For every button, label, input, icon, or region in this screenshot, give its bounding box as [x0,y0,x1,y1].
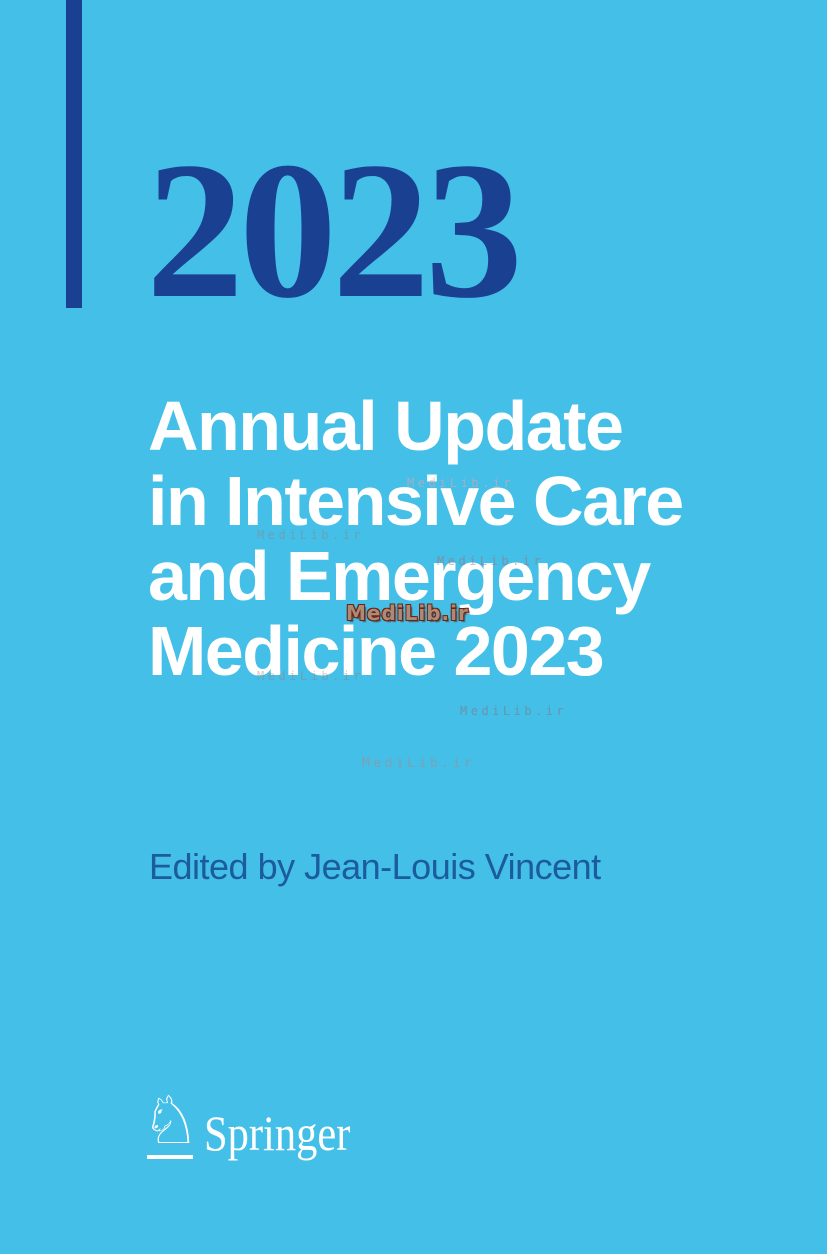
book-title: Annual Update in Intensive Care and Emer… [148,387,684,690]
watermark-text: MediLib.ir [437,554,545,568]
title-line-1: Annual Update [148,387,624,465]
watermark-text: MediLib.ir [362,756,476,771]
watermark-text: MediLib.ir [257,528,365,542]
watermark-text: MediLib.ir [346,601,469,625]
watermark-text: MediLib.ir [257,669,365,683]
title-line-2: in Intensive Care [148,462,684,540]
title-line-4: Medicine 2023 [148,612,605,690]
publisher-name: Springer [204,1105,351,1161]
watermark-text: MediLib.ir [460,704,568,718]
edited-by-text: Edited by Jean-Louis Vincent [149,846,601,887]
chess-knight-icon: ♘ [141,1082,201,1159]
watermark-text: MediLib.ir [407,476,515,490]
year-text: 2023 [146,122,523,339]
knight-underline [147,1155,193,1159]
accent-bar [66,0,82,308]
title-line-3: and Emergency [148,537,651,615]
